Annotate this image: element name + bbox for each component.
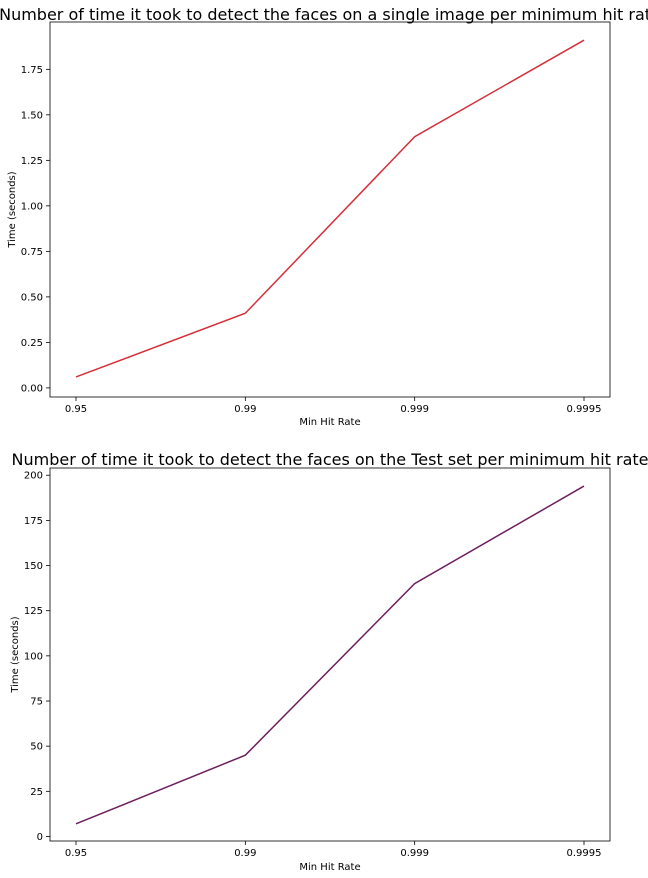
y-tick-label: 0.00 [21,383,43,394]
y-tick-label: 75 [30,697,43,708]
plot-frame [49,21,611,398]
x-tick-label: 0.999 [400,848,429,859]
chart-title: Number of time it took to detect the fac… [0,5,648,24]
series-line [75,485,585,825]
x-tick-label: 0.999 [400,404,429,415]
x-tick-label: 0.99 [234,404,256,415]
x-tick-label: 0.9995 [567,848,602,859]
y-tick-label: 200 [24,471,43,482]
chart-single-image: Number of time it took to detect the fac… [0,5,648,428]
y-tick-label: 175 [24,516,43,527]
y-tick-label: 1.50 [21,110,43,121]
y-axis-label: Time (seconds) [10,616,21,693]
y-tick-label: 0 [37,832,43,843]
y-tick-label: 1.00 [21,201,43,212]
x-axis-label: Min Hit Rate [299,417,360,428]
plot-frame [49,467,611,842]
y-tick-label: 0.50 [21,292,43,303]
y-tick-label: 50 [30,742,43,753]
y-tick-label: 150 [24,561,43,572]
y-tick-label: 25 [30,787,43,798]
y-tick-label: 125 [24,606,43,617]
x-tick-label: 0.95 [65,404,87,415]
y-tick-label: 1.25 [21,156,43,167]
chart-test-set-svg: Number of time it took to detect the fac… [10,450,648,873]
x-tick-label: 0.99 [234,848,256,859]
x-tick-label: 0.95 [65,848,87,859]
chart-title: Number of time it took to detect the fac… [12,450,648,469]
x-tick-label: 0.9995 [567,404,602,415]
y-tick-label: 1.75 [21,65,43,76]
chart-single-image-svg: Number of time it took to detect the fac… [0,5,648,428]
y-axis-label: Time (seconds) [7,171,18,248]
x-axis-label: Min Hit Rate [299,862,360,873]
chart-test-set: Number of time it took to detect the fac… [0,439,648,878]
y-tick-label: 0.75 [21,247,43,258]
series-line [75,39,585,378]
y-tick-label: 100 [24,651,43,662]
y-tick-label: 0.25 [21,338,43,349]
